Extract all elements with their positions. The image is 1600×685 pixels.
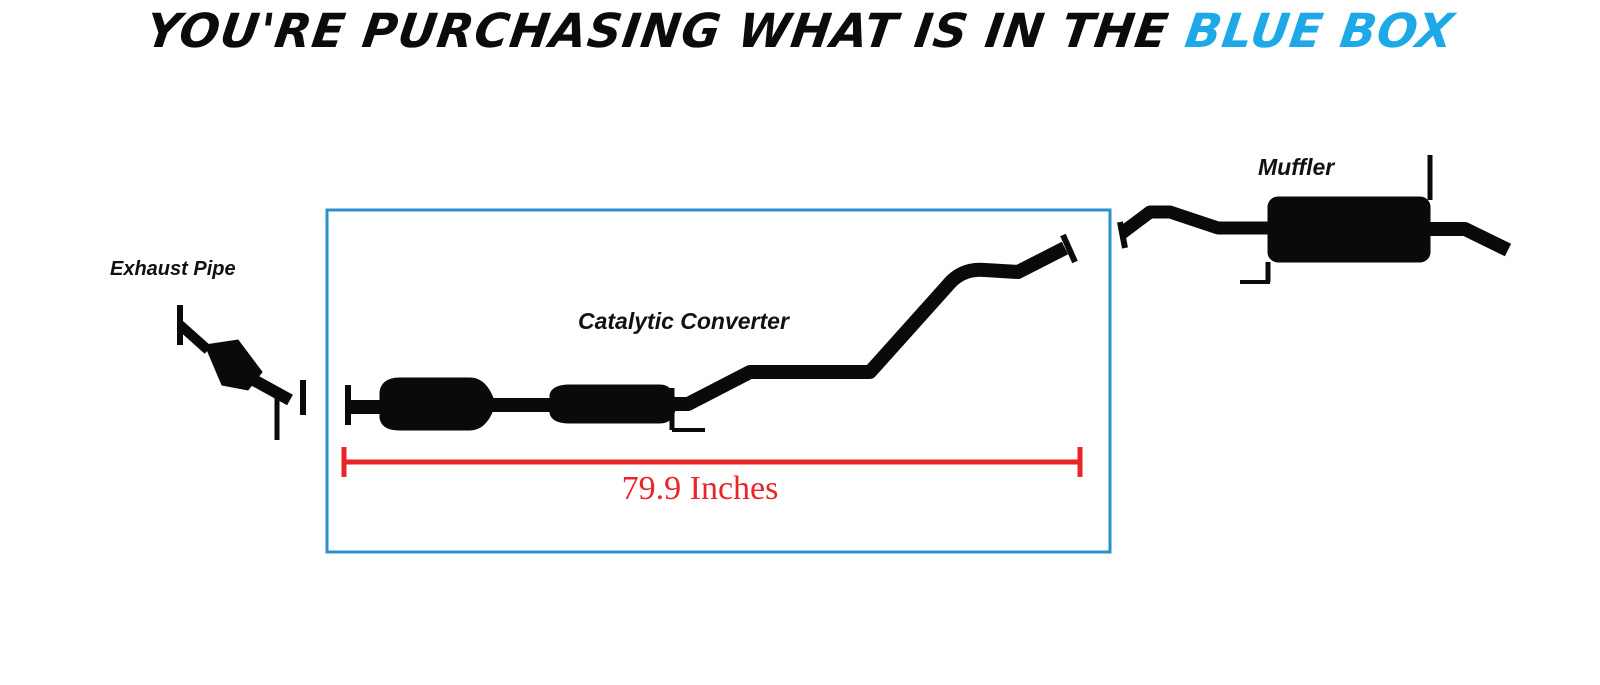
- catalytic-converter-part: [345, 233, 1078, 432]
- measurement-line: [341, 447, 1083, 477]
- exhaust-pipe-label: Exhaust Pipe: [110, 258, 236, 280]
- muffler-part: [1117, 155, 1512, 284]
- blue-box: [325, 208, 1112, 554]
- catalytic-converter-label: Catalytic Converter: [578, 308, 789, 334]
- muffler-label: Muffler: [1258, 154, 1335, 180]
- exhaust-pipe-part: [176, 305, 306, 440]
- measurement-label: 79.9 Inches: [621, 470, 779, 507]
